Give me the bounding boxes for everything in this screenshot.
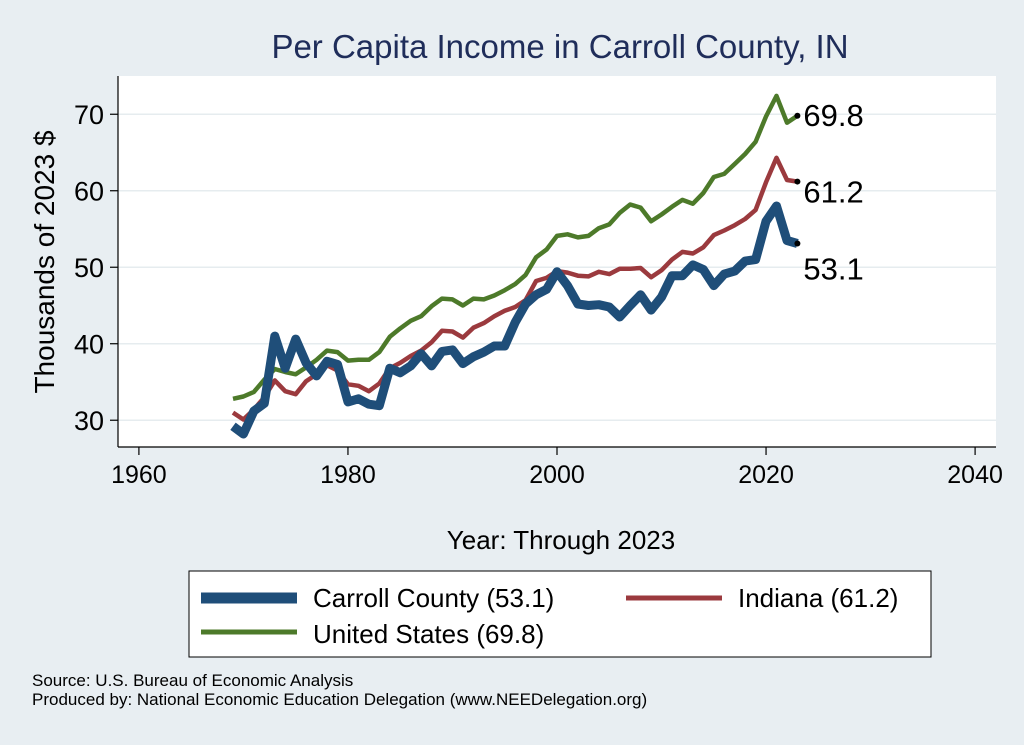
legend-label-us: United States (69.8) bbox=[313, 619, 544, 649]
x-tick-label: 2000 bbox=[529, 461, 585, 489]
y-tick-label: 40 bbox=[74, 330, 104, 360]
end-label-indiana: 61.2 bbox=[803, 175, 863, 210]
legend: Carroll County (53.1) Indiana (61.2) Uni… bbox=[188, 570, 932, 658]
series-group: 69.8 61.2 53.1 bbox=[230, 93, 864, 439]
y-tick-label: 30 bbox=[74, 406, 104, 436]
end-marker bbox=[794, 112, 801, 119]
end-label-carroll-county: 53.1 bbox=[803, 252, 863, 287]
axes: 30 40 50 60 70 1960 1980 2000 2020 2040 bbox=[74, 76, 1003, 489]
grid-lines bbox=[118, 113, 996, 421]
x-tick-label: 2040 bbox=[947, 461, 1003, 489]
y-tick-label: 70 bbox=[74, 100, 104, 130]
end-label-united-states: 69.8 bbox=[803, 98, 863, 133]
series-line-carroll-county bbox=[230, 201, 799, 439]
producer-note: Produced by: National Economic Education… bbox=[32, 690, 648, 709]
x-tick-label: 2020 bbox=[738, 461, 794, 489]
end-marker bbox=[794, 178, 801, 185]
legend-label-indiana: Indiana (61.2) bbox=[738, 583, 898, 613]
end-marker bbox=[794, 240, 801, 247]
chart-title: Per Capita Income in Carroll County, IN bbox=[271, 28, 848, 65]
x-tick-label: 1980 bbox=[320, 461, 376, 489]
series-line-united-states bbox=[232, 93, 799, 401]
x-axis-label: Year: Through 2023 bbox=[447, 525, 675, 555]
source-note: Source: U.S. Bureau of Economic Analysis bbox=[32, 671, 354, 690]
y-axis-label: Thousands of 2023 $ bbox=[29, 130, 60, 394]
legend-label-carroll: Carroll County (53.1) bbox=[313, 583, 554, 613]
y-tick-label: 60 bbox=[74, 177, 104, 207]
legend-box bbox=[188, 570, 932, 658]
x-tick-label: 1960 bbox=[111, 461, 167, 489]
y-tick-label: 50 bbox=[74, 253, 104, 283]
